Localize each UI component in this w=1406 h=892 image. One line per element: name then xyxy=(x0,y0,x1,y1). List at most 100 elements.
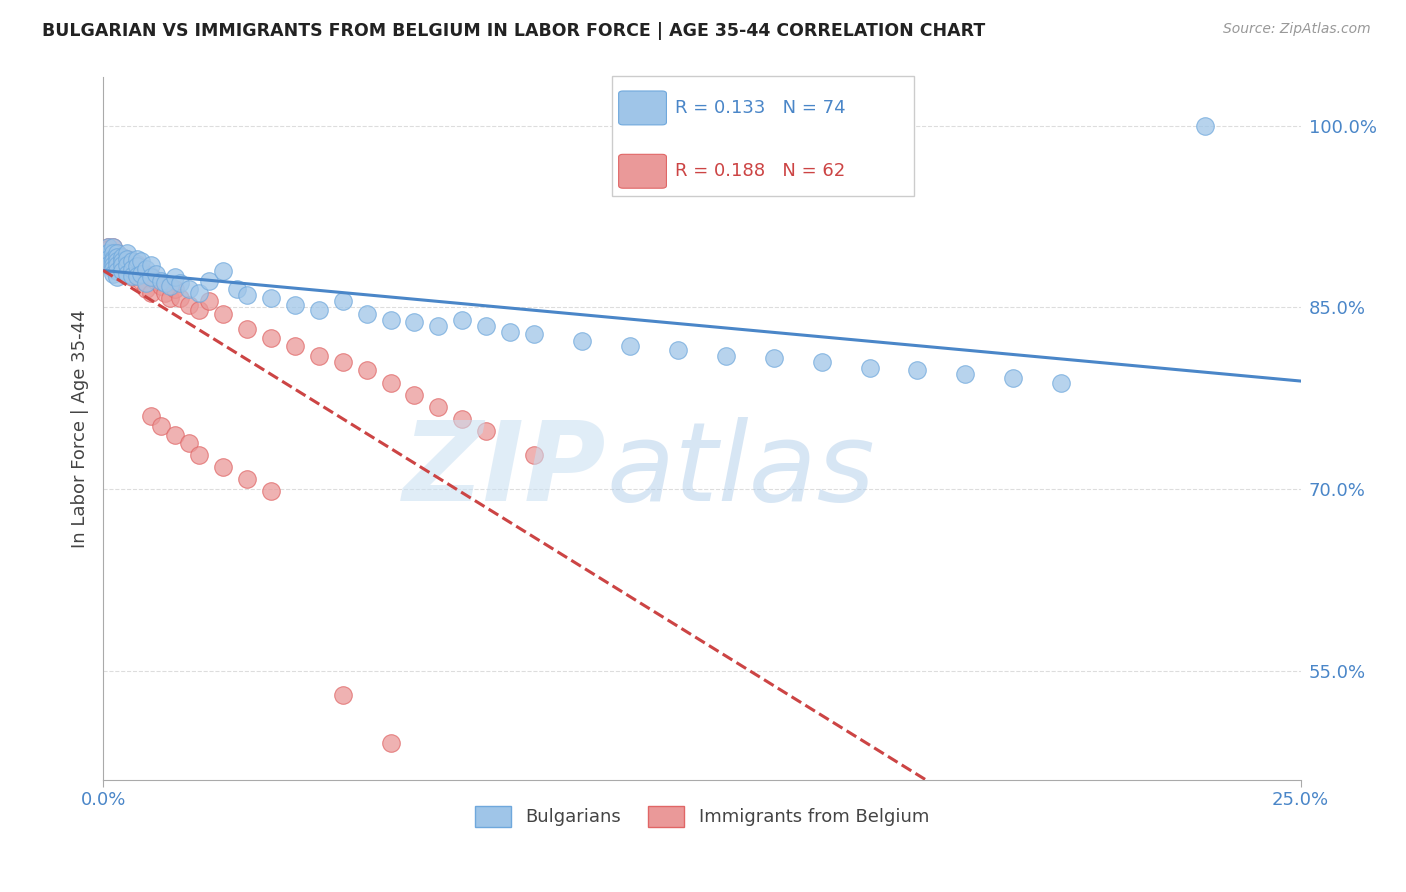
Point xyxy=(135,267,157,281)
Point xyxy=(197,294,219,309)
Point xyxy=(169,277,191,291)
Point xyxy=(179,282,201,296)
Point xyxy=(101,240,124,254)
Point xyxy=(163,282,186,296)
Point xyxy=(308,349,330,363)
Point xyxy=(139,268,162,283)
Text: ZIP: ZIP xyxy=(402,417,606,524)
Point xyxy=(332,688,354,702)
Point xyxy=(159,278,181,293)
Point xyxy=(332,294,354,309)
Point xyxy=(107,270,129,285)
Point xyxy=(380,376,402,390)
Point xyxy=(955,367,977,381)
Point xyxy=(125,267,148,281)
Point xyxy=(1194,119,1216,133)
Point xyxy=(135,277,157,291)
Point xyxy=(101,254,124,268)
Point xyxy=(115,252,138,266)
Point xyxy=(212,264,235,278)
Point xyxy=(135,282,157,296)
Point xyxy=(155,285,177,300)
Y-axis label: In Labor Force | Age 35-44: In Labor Force | Age 35-44 xyxy=(72,310,89,548)
Point xyxy=(451,412,474,426)
Point xyxy=(308,302,330,317)
Point xyxy=(101,240,124,254)
Point xyxy=(475,318,498,333)
Point xyxy=(97,252,120,266)
Point xyxy=(111,264,134,278)
Point xyxy=(212,460,235,475)
Point xyxy=(97,240,120,254)
Point xyxy=(111,250,134,264)
Point xyxy=(236,472,259,486)
Text: BULGARIAN VS IMMIGRANTS FROM BELGIUM IN LABOR FORCE | AGE 35-44 CORRELATION CHAR: BULGARIAN VS IMMIGRANTS FROM BELGIUM IN … xyxy=(42,22,986,40)
Point xyxy=(187,302,209,317)
Point xyxy=(101,248,124,262)
Point xyxy=(810,355,832,369)
Point xyxy=(169,291,191,305)
Point xyxy=(125,257,148,271)
Point xyxy=(107,258,129,272)
Point xyxy=(111,250,134,264)
Point xyxy=(131,254,153,268)
Point xyxy=(125,252,148,266)
Point xyxy=(107,250,129,264)
Point xyxy=(125,268,148,283)
Point xyxy=(97,243,120,257)
Point xyxy=(115,246,138,260)
Point xyxy=(101,258,124,272)
Point xyxy=(115,264,138,278)
Point xyxy=(131,261,153,276)
Point xyxy=(121,270,143,285)
Point xyxy=(139,270,162,285)
Point xyxy=(380,736,402,750)
Point xyxy=(187,285,209,300)
Point xyxy=(97,246,120,260)
Point xyxy=(121,261,143,276)
Point xyxy=(135,261,157,276)
Point xyxy=(111,254,134,268)
Point xyxy=(115,252,138,266)
Point xyxy=(107,246,129,260)
Legend: Bulgarians, Immigrants from Belgium: Bulgarians, Immigrants from Belgium xyxy=(467,798,936,834)
Point xyxy=(159,291,181,305)
Point xyxy=(121,261,143,276)
Point xyxy=(131,274,153,288)
Point xyxy=(97,240,120,254)
Point xyxy=(139,285,162,300)
Point xyxy=(97,258,120,272)
Text: R = 0.188   N = 62: R = 0.188 N = 62 xyxy=(675,162,845,180)
Point xyxy=(179,436,201,450)
Point xyxy=(149,278,172,293)
Point xyxy=(619,339,641,353)
Point xyxy=(121,254,143,268)
Point xyxy=(101,261,124,276)
Point xyxy=(451,312,474,326)
Point xyxy=(101,244,124,259)
Text: Source: ZipAtlas.com: Source: ZipAtlas.com xyxy=(1223,22,1371,37)
Point xyxy=(107,250,129,264)
Point xyxy=(260,484,283,499)
Point xyxy=(523,327,546,342)
Point xyxy=(858,361,880,376)
Point xyxy=(97,246,120,260)
Point xyxy=(212,306,235,320)
Point xyxy=(115,258,138,272)
Point xyxy=(115,267,138,281)
Point xyxy=(101,252,124,266)
Point xyxy=(332,355,354,369)
Point xyxy=(107,254,129,268)
Point xyxy=(149,419,172,434)
Point xyxy=(139,409,162,424)
Point xyxy=(284,298,307,312)
Point xyxy=(163,427,186,442)
Point xyxy=(762,351,785,366)
Point xyxy=(226,282,249,296)
Point xyxy=(260,331,283,345)
Point xyxy=(356,363,378,377)
Point xyxy=(427,400,450,414)
Point xyxy=(149,274,172,288)
Point xyxy=(145,267,167,281)
Text: atlas: atlas xyxy=(606,417,875,524)
